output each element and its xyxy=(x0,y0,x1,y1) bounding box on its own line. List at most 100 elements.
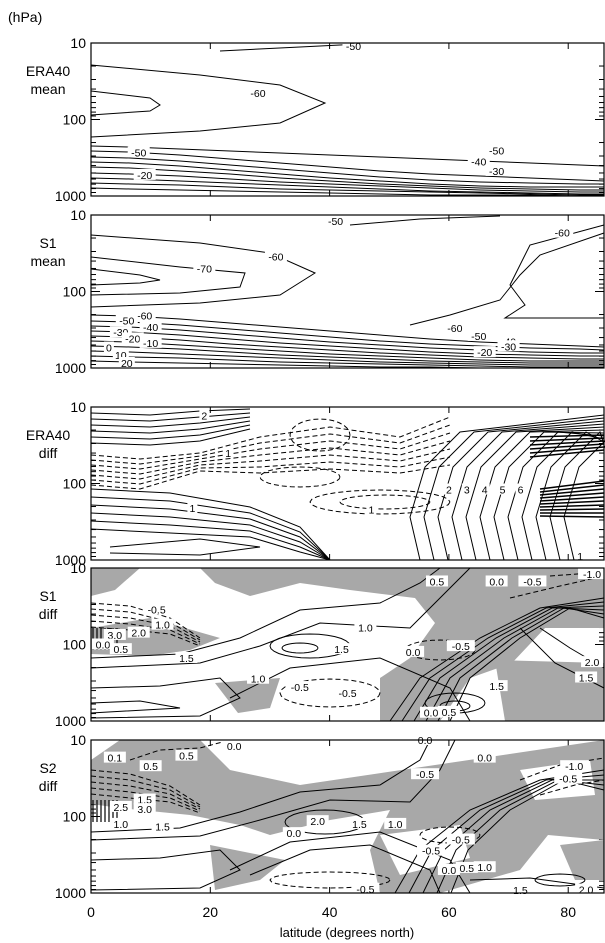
contour-line xyxy=(229,657,471,722)
panel-frame xyxy=(90,406,605,561)
contour-line xyxy=(539,480,605,490)
contour-line xyxy=(90,350,604,366)
contour-label: 0.5 xyxy=(114,644,129,656)
contour-label-bg xyxy=(109,800,132,812)
contour-line xyxy=(503,224,605,319)
contour-line xyxy=(539,492,605,499)
contour-line xyxy=(279,678,381,708)
contour-line xyxy=(519,757,605,781)
contour-label-bg xyxy=(247,672,270,684)
contour-label-bg xyxy=(151,820,174,832)
contour-label: 0.0 xyxy=(477,753,492,765)
contour-label-bg xyxy=(455,861,478,873)
x-tick-label: 0 xyxy=(87,904,95,920)
contour-label-bg xyxy=(581,656,604,668)
contour-label-bg xyxy=(199,409,210,421)
contour-label-bg xyxy=(497,340,520,352)
contour-label-bg xyxy=(446,833,475,845)
contour-label: 1.0 xyxy=(388,819,403,831)
contour-line xyxy=(521,431,605,561)
contour-line xyxy=(90,456,451,485)
contour-line xyxy=(90,520,331,561)
contour-label: 1.0 xyxy=(477,862,492,874)
contour-label-bg xyxy=(437,863,460,875)
contour-label-bg xyxy=(354,621,377,633)
contour-label-bg xyxy=(348,817,371,829)
contour-label: -20 xyxy=(137,170,152,182)
panel-label-line2: diff xyxy=(39,445,58,461)
contour-label-bg xyxy=(118,356,135,368)
contour-label: 1.0 xyxy=(358,623,373,635)
contour-label: -50 xyxy=(328,216,343,228)
contour-label-bg xyxy=(175,651,198,663)
contour-label-bg xyxy=(467,329,490,341)
pressure-unit-label: (hPa) xyxy=(8,9,42,25)
shaded-region xyxy=(215,678,280,713)
contour-label: 10 xyxy=(115,350,127,362)
shaded-region xyxy=(560,840,604,880)
contour-label: -70 xyxy=(197,263,212,275)
contour-label-bg xyxy=(575,883,598,895)
contour-label-bg xyxy=(411,768,440,780)
contour-line xyxy=(90,256,246,296)
contour-label: 1.0 xyxy=(114,819,129,831)
contour-label: 2.5 xyxy=(114,802,129,814)
y-tick-label: 100 xyxy=(63,637,87,653)
contour-label-bg xyxy=(142,603,171,615)
contour-label-bg xyxy=(187,502,198,514)
contour-label: 2.0 xyxy=(585,657,600,669)
contour-line xyxy=(90,775,201,808)
contour-label: -0.5 xyxy=(422,846,440,858)
contour-line xyxy=(90,156,604,185)
contour-line xyxy=(90,626,201,647)
contour-line xyxy=(90,408,251,416)
contour-label-bg xyxy=(551,226,574,238)
y-tick-label: 10 xyxy=(70,560,86,576)
contour-label: 1.5 xyxy=(352,819,367,831)
contour-label-bg xyxy=(554,772,583,784)
contour-label: 1.5 xyxy=(579,672,594,684)
contour-label-bg xyxy=(247,86,270,98)
contour-label-bg xyxy=(133,168,156,180)
contour-label: -0.5 xyxy=(416,769,434,781)
contour-line xyxy=(90,448,451,480)
contour-label: -40 xyxy=(471,157,486,169)
contour-label: -0.5 xyxy=(148,605,166,617)
panel-label-line1: ERA40 xyxy=(26,427,71,443)
contour-label: 3.0 xyxy=(137,804,152,816)
contour-label-bg xyxy=(223,740,246,752)
contour-line xyxy=(90,330,604,357)
contour-line xyxy=(529,449,605,458)
contour-line xyxy=(349,215,501,226)
contour-label: -20 xyxy=(125,333,140,345)
contour-line xyxy=(90,161,604,188)
contour-label: -0.5 xyxy=(291,682,309,694)
contour-line xyxy=(539,508,605,511)
contour-label: -0.5 xyxy=(356,884,374,896)
contour-line xyxy=(539,504,605,508)
contour-line xyxy=(479,429,605,561)
panel-frame xyxy=(90,42,605,197)
contour-label-bg xyxy=(467,155,490,167)
contour-line xyxy=(90,700,181,714)
contour-label: 0.0 xyxy=(418,735,433,747)
contour-line xyxy=(90,166,604,191)
contour-label: 2 xyxy=(201,411,207,423)
contour-label: 0.0 xyxy=(442,865,457,877)
contour-line xyxy=(129,739,231,761)
contour-label: 1.5 xyxy=(513,885,528,897)
contour-label-bg xyxy=(515,483,526,495)
contour-label: -0.5 xyxy=(452,835,470,847)
contour-label: 1 xyxy=(225,448,231,460)
contour-label-bg xyxy=(127,626,150,638)
contour-label-bg xyxy=(285,681,314,693)
contour-line xyxy=(389,597,605,722)
x-tick-label: 80 xyxy=(560,904,576,920)
contour-line xyxy=(284,809,366,835)
contour-label-bg xyxy=(575,549,586,561)
y-tick-label: 1000 xyxy=(55,885,86,901)
contour-label-bg xyxy=(127,146,150,158)
contour-line xyxy=(529,437,605,442)
contour-label-bg xyxy=(485,164,508,176)
